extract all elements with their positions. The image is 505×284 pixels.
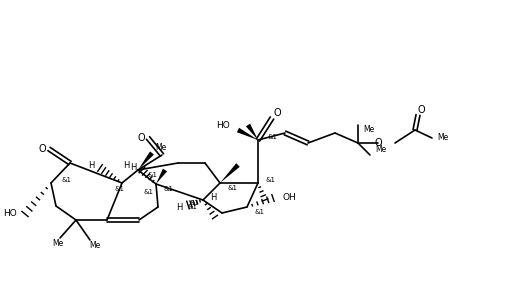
- Text: H: H: [123, 160, 130, 170]
- Text: Me: Me: [89, 241, 100, 250]
- Text: &1: &1: [115, 186, 125, 192]
- Text: &1: &1: [164, 186, 174, 192]
- Polygon shape: [156, 169, 167, 184]
- Text: O: O: [137, 133, 144, 143]
- Polygon shape: [236, 128, 258, 140]
- Text: Me: Me: [362, 126, 374, 135]
- Polygon shape: [220, 163, 239, 183]
- Text: &1: &1: [268, 134, 277, 140]
- Text: &1: &1: [266, 177, 275, 183]
- Text: OH: OH: [282, 193, 296, 202]
- Text: O: O: [374, 138, 381, 148]
- Text: &1: &1: [144, 189, 154, 195]
- Text: HO: HO: [3, 208, 17, 218]
- Text: Me: Me: [436, 133, 447, 143]
- Polygon shape: [138, 151, 154, 170]
- Text: &1: &1: [62, 177, 72, 183]
- Text: &1: &1: [188, 204, 197, 210]
- Text: H: H: [176, 204, 183, 212]
- Text: H: H: [130, 162, 137, 172]
- Text: H: H: [210, 193, 216, 202]
- Text: HO: HO: [216, 120, 230, 130]
- Text: &1: &1: [189, 200, 199, 206]
- Text: &1: &1: [228, 185, 237, 191]
- Text: O: O: [273, 108, 280, 118]
- Text: Me: Me: [155, 143, 166, 153]
- Text: Me: Me: [53, 239, 64, 247]
- Text: H: H: [88, 162, 95, 170]
- Text: Me: Me: [374, 145, 385, 154]
- Text: &1: &1: [147, 172, 158, 178]
- Text: O: O: [38, 144, 46, 154]
- Text: &1: &1: [255, 209, 265, 215]
- Polygon shape: [245, 124, 258, 140]
- Text: O: O: [416, 105, 424, 115]
